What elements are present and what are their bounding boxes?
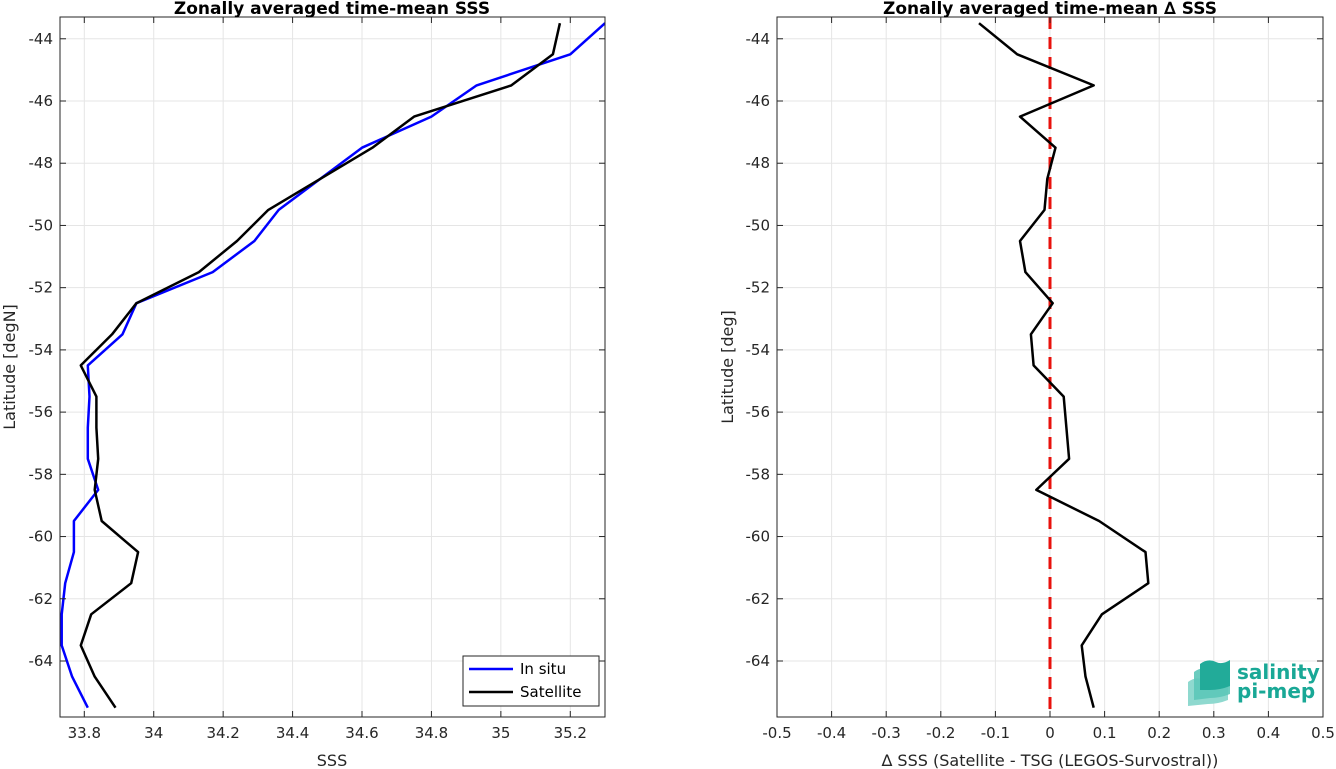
left-plot-area [60,17,605,717]
right-x-tick-label: 0.3 [1202,724,1226,742]
right-x-tick-label: 0 [1045,724,1055,742]
logo-text-salinity: salinity [1237,660,1320,684]
legend-box [462,655,600,707]
left-x-tick-label: 34 [144,724,163,742]
right-ticks: -0.5 -0.4 -0.3 -0.2 -0.1 0 0.1 0.2 0.3 0.4 0.5 -64 -… [746,17,1335,742]
right-y-tick-label: -44 [746,30,771,48]
left-y-tick-label: -54 [29,341,54,359]
legend-label-satellite: Satellite [520,683,581,701]
left-y-tick-label: -62 [29,590,54,608]
left-axes-box [59,16,606,718]
left-y-axis-label: Latitude [degN] [0,304,19,430]
right-y-tick-label: -54 [746,341,771,359]
right-x-tick-label: 0.1 [1093,724,1117,742]
right-y-tick-label: -50 [746,216,771,234]
left-chart-panel: 33.8 34 34.2 34.4 34.6 34.8 35 35.2 -64 -62 -60 -58… [0,0,606,769]
left-chart-title: Zonally averaged time-mean SSS [174,0,490,19]
right-x-tick-label: 0.5 [1311,724,1335,742]
right-y-tick-label: -56 [746,403,771,421]
left-y-tick-label: -44 [29,30,54,48]
left-x-tick-label: 33.8 [68,724,101,742]
legend: In situ Satellite [462,655,600,707]
left-gridlines [60,17,605,717]
left-x-tick-label: 35.2 [554,724,587,742]
right-y-tick-label: -64 [746,652,771,670]
right-series-group [978,17,1150,717]
right-x-axis-label: ∆ SSS (Satellite - TSG (LEGOS-Survostral… [881,751,1219,769]
wave-logo-icon [1188,660,1230,706]
left-ticks: 33.8 34 34.2 34.4 34.6 34.8 35 35.2 -64 -62 -60 -58… [29,17,605,742]
left-x-tick-label: 34.2 [206,724,239,742]
right-x-tick-label: -0.4 [817,724,846,742]
right-x-tick-label: -0.3 [872,724,901,742]
left-y-tick-label: -52 [29,279,54,297]
left-x-tick-label: 34.6 [345,724,378,742]
right-x-tick-label: 0.2 [1147,724,1171,742]
left-y-tick-label: -64 [29,652,54,670]
right-x-tick-label: -0.1 [981,724,1010,742]
left-series-line-satellite [79,22,562,709]
right-x-tick-label: 0.4 [1256,724,1280,742]
salinity-pi-mep-logo: salinity pi-mep [1188,660,1320,706]
left-y-tick-label: -60 [29,528,54,546]
left-y-tick-label: -48 [29,154,54,172]
left-y-tick-label: -50 [29,216,54,234]
right-x-tick-label: -0.2 [926,724,955,742]
right-y-tick-label: -62 [746,590,771,608]
right-y-tick-label: -60 [746,528,771,546]
right-y-tick-label: -58 [746,465,771,483]
right-y-tick-label: -48 [746,154,771,172]
right-x-tick-label: -0.5 [762,724,791,742]
left-x-axis-label: SSS [317,751,347,769]
right-y-tick-label: -52 [746,279,771,297]
left-x-tick-label: 34.8 [415,724,448,742]
right-y-axis-label: Latitude [deg] [718,310,737,424]
right-y-tick-label: -46 [746,92,771,110]
left-series-group [60,22,605,709]
left-x-tick-label: 34.4 [276,724,309,742]
left-x-tick-label: 35 [491,724,510,742]
left-y-tick-label: -46 [29,92,54,110]
legend-label-in-situ: In situ [520,660,566,678]
left-y-tick-label: -56 [29,403,54,421]
right-chart-panel: -0.5 -0.4 -0.3 -0.2 -0.1 0 0.1 0.2 0.3 0.4 0.5 -64 -… [718,0,1335,769]
right-series-line-delta-sss [978,22,1150,709]
left-y-tick-label: -58 [29,465,54,483]
right-chart-title: Zonally averaged time-mean ∆ SSS [883,0,1217,19]
logo-text-pi-mep: pi-mep [1237,679,1315,703]
